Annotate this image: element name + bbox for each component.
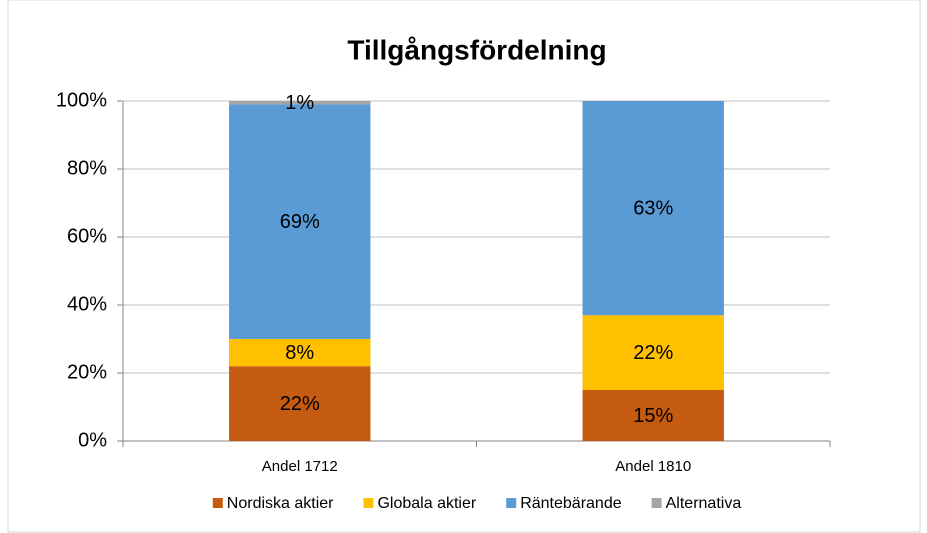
data-label: 69%: [280, 211, 320, 233]
bar-segment: [582, 101, 724, 316]
bar-segment: [229, 366, 371, 441]
y-tick-label: 100%: [56, 89, 107, 111]
legend-swatch: [506, 498, 517, 508]
bar-segment: [582, 315, 724, 390]
data-label: 8%: [285, 342, 314, 364]
x-tick-label: Andel 1712: [262, 458, 338, 475]
bar-segment: [229, 104, 371, 340]
data-label: 22%: [280, 393, 320, 415]
legend-swatch: [363, 498, 374, 508]
legend-label: Globala aktier: [377, 495, 476, 512]
legend-label: Räntebärande: [520, 495, 622, 512]
x-tick-label: Andel 1810: [615, 458, 691, 475]
y-tick-label: 20%: [67, 361, 107, 383]
y-tick-label: 40%: [67, 293, 107, 315]
bar-segment: [582, 390, 724, 441]
chart-border: [7, 0, 921, 533]
y-tick-label: 80%: [67, 157, 107, 179]
bar-segment: [229, 339, 371, 367]
data-label: 15%: [633, 405, 673, 427]
legend-swatch: [651, 498, 662, 508]
legend-swatch: [212, 498, 223, 508]
y-tick-label: 60%: [67, 225, 107, 247]
bar-segment: [229, 101, 371, 105]
legend-label: Nordiska aktier: [227, 495, 334, 512]
legend-label: Alternativa: [666, 495, 742, 512]
data-label: 22%: [633, 342, 673, 364]
chart-title: Tillgångsfördelning: [347, 34, 606, 65]
data-label: 1%: [285, 92, 314, 114]
data-label: 63%: [633, 197, 673, 219]
y-tick-label: 0%: [78, 429, 107, 451]
